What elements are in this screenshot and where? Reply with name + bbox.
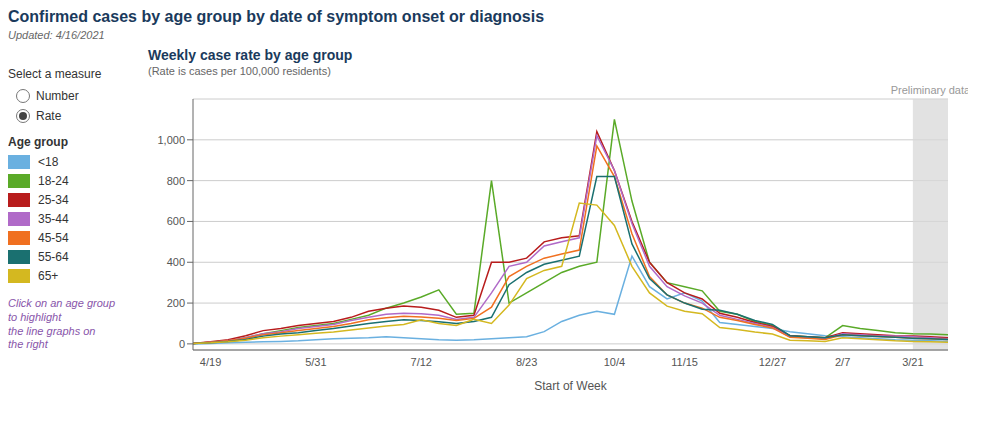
svg-text:600: 600 [167, 215, 185, 227]
svg-text:8/23: 8/23 [516, 356, 537, 368]
html-text:(Rate is cases per 100,000 res: (Rate is cases per 100,000 residents) [148, 65, 331, 77]
svg-text:10/4: 10/4 [604, 356, 625, 368]
svg-text:2/7: 2/7 [835, 356, 850, 368]
svg-text:5/31: 5/31 [305, 356, 326, 368]
html-text:45-54: 45-54 [38, 231, 69, 245]
html-text:Number: Number [36, 89, 79, 103]
html-text:Updated: 4/16/2021: Updated: 4/16/2021 [8, 29, 105, 41]
svg-text:7/12: 7/12 [411, 356, 432, 368]
html-text:55-64: 55-64 [38, 250, 69, 264]
svg-text:0: 0 [179, 338, 185, 350]
html-text:18-24: 18-24 [38, 174, 69, 188]
svg-text:4/19: 4/19 [200, 356, 221, 368]
svg-text:1,000: 1,000 [157, 134, 185, 146]
svg-text:Preliminary data: Preliminary data [891, 84, 968, 96]
svg-text:400: 400 [167, 256, 185, 268]
html-text:65+: 65+ [38, 269, 59, 283]
html-text:Age group: Age group [8, 135, 68, 149]
svg-text:11/15: 11/15 [671, 356, 698, 368]
html-text:35-44: 35-44 [38, 212, 69, 226]
svg-text:800: 800 [167, 175, 185, 187]
html-text:<18: <18 [38, 155, 59, 169]
html-text:Rate: Rate [36, 109, 62, 123]
html-text:Select a measure: Select a measure [8, 67, 102, 81]
html-text:Weekly case rate by age group: Weekly case rate by age group [148, 47, 353, 63]
html-text:Click on an age group to highl: Click on an age group to highlight the l… [8, 297, 115, 351]
svg-text:12/27: 12/27 [759, 356, 787, 368]
html-text:Confirmed cases by age group b: Confirmed cases by age group by date of … [8, 8, 545, 25]
svg-text:3/21: 3/21 [902, 356, 923, 368]
svg-text:200: 200 [167, 297, 185, 309]
html-text:25-34: 25-34 [38, 193, 69, 207]
svg-text:Start of Week: Start of Week [534, 379, 607, 393]
